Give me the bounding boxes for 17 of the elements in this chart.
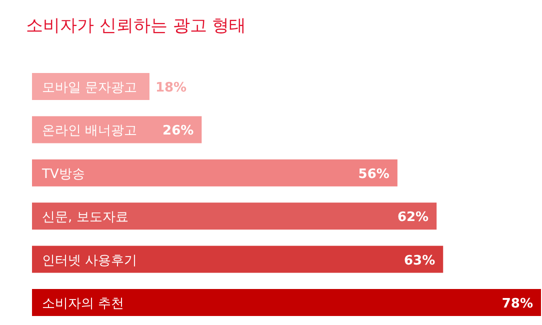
data-label: 26%: [162, 124, 194, 139]
y-tick-label: 신문, 보도자료: [42, 210, 128, 226]
chart-title: 소비자가 신뢰하는 광고 형태: [26, 16, 246, 36]
y-tick-label: 소비자의 추천: [42, 296, 124, 312]
data-label: 18%: [155, 80, 187, 96]
bar: [32, 246, 444, 273]
data-label: 62%: [397, 210, 429, 226]
bar: [32, 289, 541, 316]
bar: [32, 159, 398, 186]
y-tick-label: 온라인 배너광고: [42, 124, 138, 139]
bar: [32, 202, 437, 230]
data-label: 63%: [404, 253, 436, 268]
y-tick-label: 인터넷 사용후기: [42, 253, 138, 268]
y-tick-label: TV방송: [41, 166, 85, 182]
data-label: 78%: [502, 296, 533, 312]
data-label: 56%: [358, 166, 390, 182]
y-tick-label: 모바일 문자광고: [42, 80, 138, 96]
